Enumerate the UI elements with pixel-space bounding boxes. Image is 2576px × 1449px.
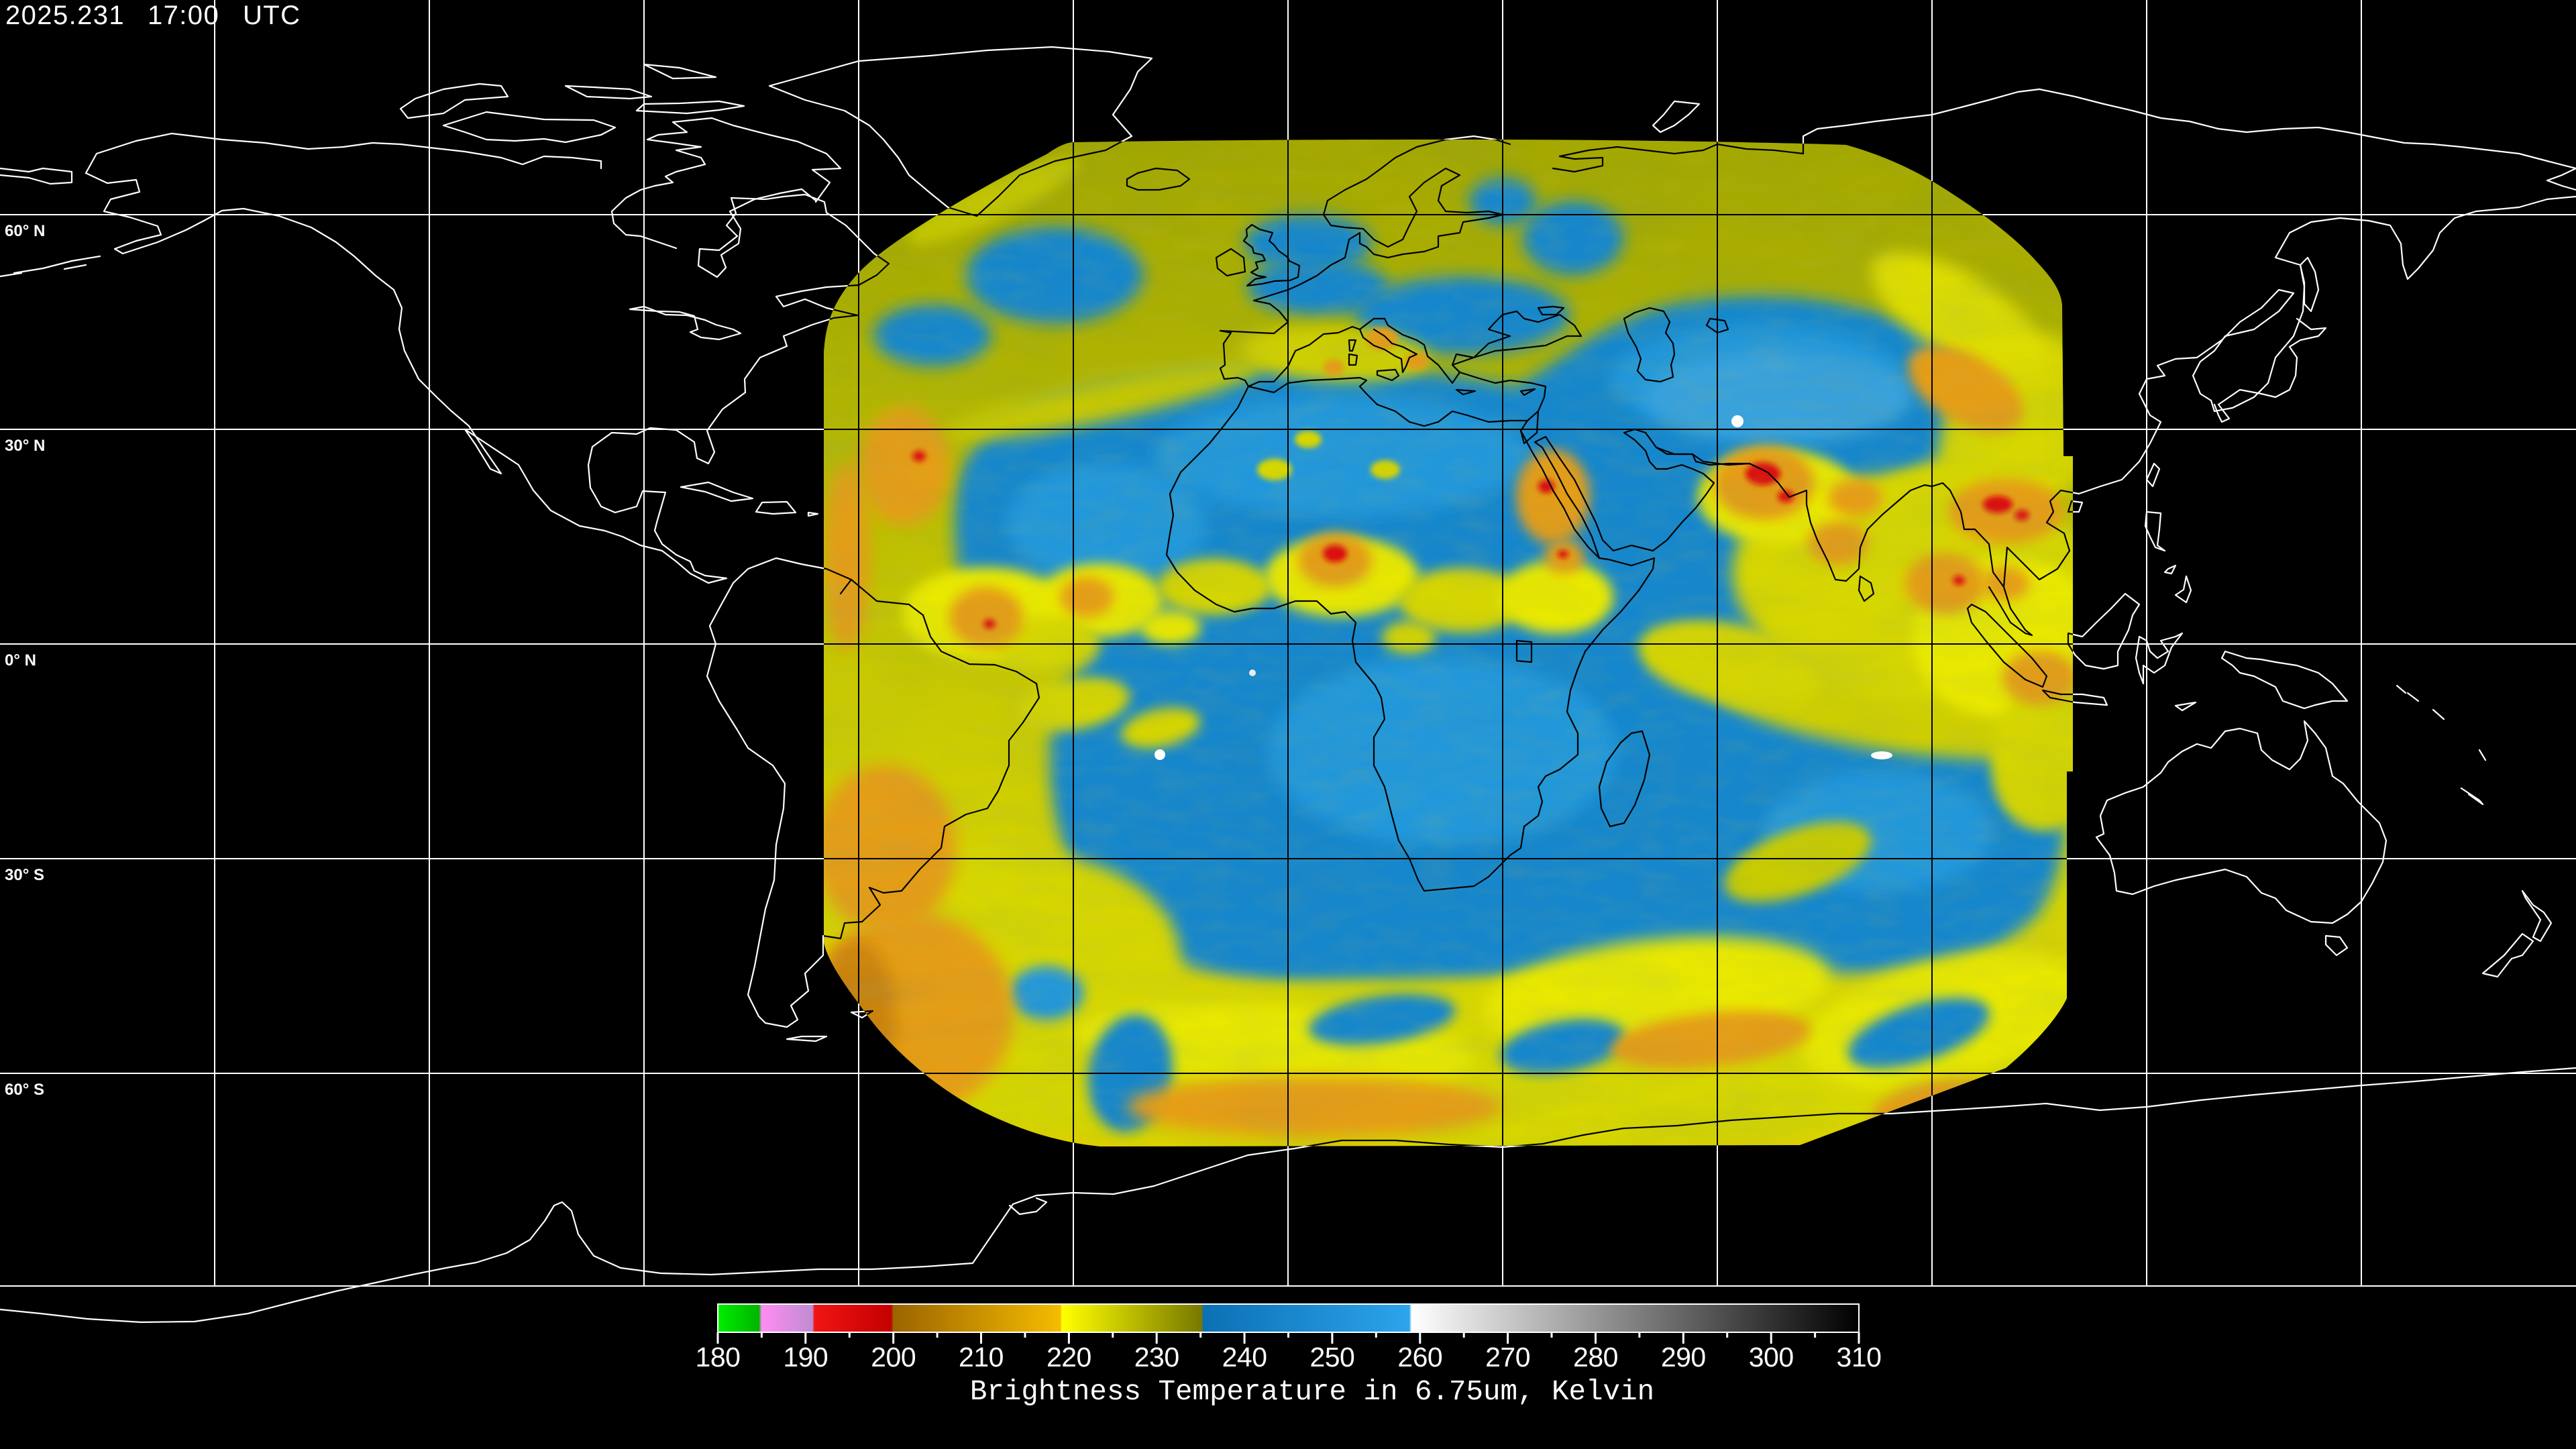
- svg-text:250: 250: [1309, 1342, 1354, 1373]
- svg-text:200: 200: [871, 1342, 916, 1373]
- svg-text:230: 230: [1134, 1342, 1179, 1373]
- svg-text:UTC: UTC: [243, 1, 301, 30]
- svg-text:310: 310: [1837, 1342, 1882, 1373]
- svg-text:210: 210: [959, 1342, 1004, 1373]
- svg-text:220: 220: [1046, 1342, 1091, 1373]
- svg-text:2025.231: 2025.231: [5, 1, 125, 30]
- svg-text:260: 260: [1397, 1342, 1442, 1373]
- svg-text:280: 280: [1573, 1342, 1618, 1373]
- svg-text:0° N: 0° N: [5, 651, 36, 669]
- svg-text:60° S: 60° S: [5, 1081, 44, 1099]
- svg-text:30° S: 30° S: [5, 866, 44, 884]
- svg-text:180: 180: [696, 1342, 741, 1373]
- svg-text:17:00: 17:00: [148, 1, 219, 30]
- svg-text:300: 300: [1749, 1342, 1794, 1373]
- svg-text:270: 270: [1485, 1342, 1530, 1373]
- svg-text:190: 190: [783, 1342, 828, 1373]
- svg-text:30° N: 30° N: [5, 437, 45, 455]
- svg-text:240: 240: [1222, 1342, 1267, 1373]
- svg-text:60° N: 60° N: [5, 222, 45, 240]
- svg-text:Brightness Temperature in 6.75: Brightness Temperature in 6.75um, Kelvin: [970, 1376, 1654, 1408]
- svg-text:290: 290: [1661, 1342, 1706, 1373]
